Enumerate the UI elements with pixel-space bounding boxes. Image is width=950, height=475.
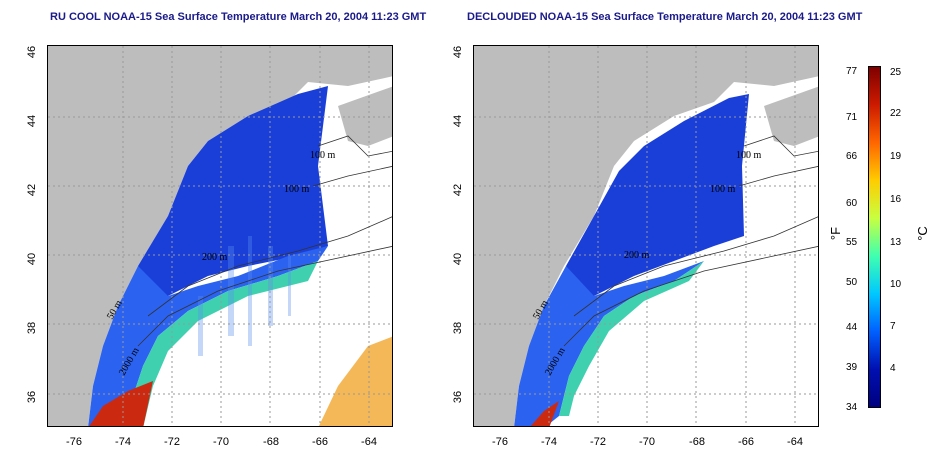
right-map-title: DECLOUDED NOAA-15 Sea Surface Temperatur…	[467, 11, 863, 23]
lat-tick: 40	[452, 252, 464, 266]
celsius-tick: 25	[890, 67, 902, 78]
celsius-unit-label: °C	[914, 226, 930, 241]
fahrenheit-unit-label: °F	[828, 226, 844, 241]
lon-tick: -74	[115, 436, 131, 448]
fahrenheit-tick: 77	[846, 66, 858, 77]
lon-tick: -72	[590, 436, 606, 448]
slope-water	[128, 261, 318, 426]
shelf-water	[514, 261, 704, 426]
left-map-panel: 100 m 100 m 200 m 50 m 2000 m	[47, 45, 393, 427]
lat-tick: 36	[26, 390, 38, 404]
shelf-water	[88, 246, 328, 426]
celsius-tick: 22	[890, 108, 902, 119]
gulf-stream	[89, 381, 153, 426]
celsius-tick: 10	[890, 279, 902, 290]
lon-tick: -68	[689, 436, 705, 448]
lat-tick: 38	[452, 321, 464, 335]
celsius-tick: 19	[890, 151, 902, 162]
contour-label: 100 m	[284, 184, 310, 195]
fahrenheit-tick: 55	[846, 237, 858, 248]
lat-tick: 36	[452, 390, 464, 404]
fahrenheit-tick: 66	[846, 151, 858, 162]
fahrenheit-tick: 60	[846, 198, 858, 209]
land-nova-scotia	[338, 86, 392, 146]
fahrenheit-tick: 34	[846, 402, 858, 413]
celsius-tick: 16	[890, 194, 902, 205]
depth-contours	[563, 135, 818, 347]
lon-tick: -70	[639, 436, 655, 448]
grid	[48, 46, 392, 426]
gulf-stream	[530, 401, 559, 426]
contour-label: 100 m	[736, 150, 762, 161]
lat-tick: 40	[26, 252, 38, 266]
fahrenheit-tick: 71	[846, 112, 858, 123]
warm-patch	[318, 336, 392, 426]
celsius-tick: 13	[890, 237, 902, 248]
land-mass	[474, 46, 818, 426]
cold-water-region	[138, 86, 328, 306]
lat-tick: 46	[26, 45, 38, 59]
fahrenheit-tick: 44	[846, 322, 858, 333]
lon-tick: -68	[263, 436, 279, 448]
contour-label: 100 m	[310, 150, 336, 161]
contour-label: 100 m	[710, 184, 736, 195]
right-map-panel: 100 m 100 m 200 m 50 m 2000 m	[473, 45, 819, 427]
fahrenheit-tick: 50	[846, 277, 858, 288]
lat-tick: 44	[26, 114, 38, 128]
lon-tick: -64	[361, 436, 377, 448]
lat-tick: 38	[26, 321, 38, 335]
celsius-tick: 4	[890, 363, 896, 374]
contour-label: 200 m	[202, 252, 228, 263]
cold-water-region	[566, 94, 749, 306]
depth-contours	[137, 135, 392, 347]
lon-tick: -66	[738, 436, 754, 448]
contour-label: 200 m	[624, 250, 650, 261]
left-sst-map: 100 m 100 m 200 m 50 m 2000 m	[48, 46, 392, 426]
fahrenheit-tick: 39	[846, 362, 858, 373]
celsius-tick: 7	[890, 321, 896, 332]
lon-tick: -66	[312, 436, 328, 448]
lat-tick: 42	[26, 183, 38, 197]
land-mass	[48, 46, 392, 426]
lat-tick: 42	[452, 183, 464, 197]
left-map-title: RU COOL NOAA-15 Sea Surface Temperature …	[50, 11, 427, 23]
right-sst-map: 100 m 100 m 200 m 50 m 2000 m	[474, 46, 818, 426]
grid	[474, 46, 818, 426]
lat-tick: 44	[452, 114, 464, 128]
lon-tick: -64	[787, 436, 803, 448]
land-nova-scotia	[764, 86, 818, 146]
lon-tick: -74	[541, 436, 557, 448]
lon-tick: -76	[66, 436, 82, 448]
lon-tick: -76	[492, 436, 508, 448]
lon-tick: -72	[164, 436, 180, 448]
lat-tick: 46	[452, 45, 464, 59]
slope-water	[559, 261, 704, 416]
temperature-colorbar	[868, 66, 881, 408]
lon-tick: -70	[213, 436, 229, 448]
